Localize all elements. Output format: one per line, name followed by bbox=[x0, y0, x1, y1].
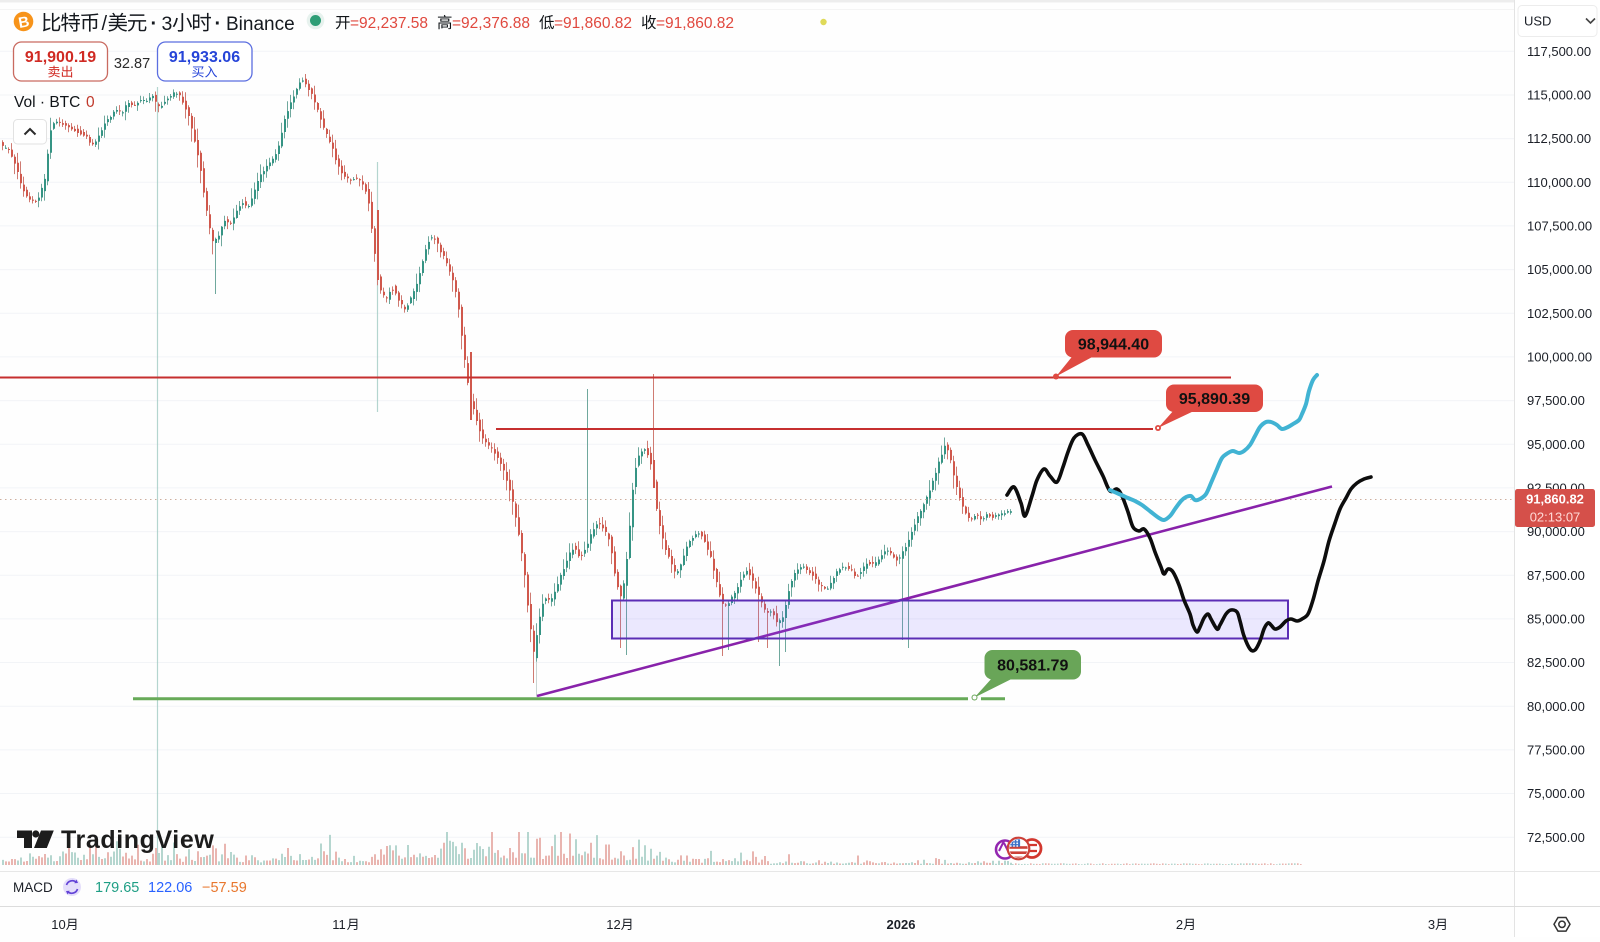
svg-text:80,581.79: 80,581.79 bbox=[997, 657, 1068, 674]
svg-text:12: 12 bbox=[606, 917, 620, 932]
svg-text:110,000.00: 110,000.00 bbox=[1527, 175, 1591, 190]
svg-text:11: 11 bbox=[332, 917, 346, 932]
svg-text:Binance: Binance bbox=[226, 14, 295, 35]
svg-text:USD: USD bbox=[1524, 14, 1551, 29]
svg-text:91,900.19: 91,900.19 bbox=[25, 49, 96, 66]
svg-text:85,000.00: 85,000.00 bbox=[1527, 612, 1585, 627]
svg-text:91,933.06: 91,933.06 bbox=[169, 49, 240, 66]
svg-text:/: / bbox=[102, 13, 108, 35]
svg-text:102,500.00: 102,500.00 bbox=[1527, 306, 1592, 321]
svg-text:75,000.00: 75,000.00 bbox=[1527, 786, 1585, 801]
svg-text:117,500.00: 117,500.00 bbox=[1527, 44, 1591, 59]
svg-text:91,860.82: 91,860.82 bbox=[1526, 492, 1584, 507]
svg-text:179.65: 179.65 bbox=[95, 880, 139, 896]
svg-text:82,500.00: 82,500.00 bbox=[1527, 655, 1585, 670]
svg-text:112,500.00: 112,500.00 bbox=[1527, 131, 1591, 146]
svg-text:98,944.40: 98,944.40 bbox=[1078, 336, 1149, 353]
svg-text:2026: 2026 bbox=[887, 917, 916, 932]
svg-text:·: · bbox=[215, 13, 222, 35]
svg-text:97,500.00: 97,500.00 bbox=[1527, 393, 1585, 408]
svg-text:122.06: 122.06 bbox=[148, 880, 192, 896]
svg-text:TradingView: TradingView bbox=[61, 826, 214, 854]
svg-text:0: 0 bbox=[86, 94, 95, 111]
svg-text:80,000.00: 80,000.00 bbox=[1527, 699, 1585, 714]
svg-text:115,000.00: 115,000.00 bbox=[1527, 88, 1591, 103]
svg-text:107,500.00: 107,500.00 bbox=[1527, 219, 1592, 234]
svg-text:=91,860.82: =91,860.82 bbox=[554, 15, 632, 32]
svg-text:−57.59: −57.59 bbox=[202, 880, 247, 896]
svg-text:MACD: MACD bbox=[13, 880, 53, 895]
svg-text:02:13:07: 02:13:07 bbox=[1530, 510, 1581, 525]
svg-text:Vol · BTC: Vol · BTC bbox=[14, 94, 80, 111]
svg-text:=92,237.58: =92,237.58 bbox=[350, 15, 428, 32]
svg-text:100,000.00: 100,000.00 bbox=[1527, 350, 1592, 365]
svg-text:72,500.00: 72,500.00 bbox=[1527, 830, 1585, 845]
svg-text:2: 2 bbox=[1176, 917, 1183, 932]
svg-text:·: · bbox=[151, 13, 158, 35]
svg-text:77,500.00: 77,500.00 bbox=[1527, 743, 1585, 758]
svg-text:95,890.39: 95,890.39 bbox=[1179, 391, 1250, 408]
svg-text:3: 3 bbox=[1428, 917, 1435, 932]
svg-text:10: 10 bbox=[51, 917, 65, 932]
svg-text:87,500.00: 87,500.00 bbox=[1527, 568, 1585, 583]
svg-text:=92,376.88: =92,376.88 bbox=[452, 15, 530, 32]
svg-text:3: 3 bbox=[162, 13, 173, 35]
svg-text:95,000.00: 95,000.00 bbox=[1527, 437, 1585, 452]
svg-text:=91,860.82: =91,860.82 bbox=[656, 15, 734, 32]
svg-text:32.87: 32.87 bbox=[114, 56, 150, 72]
svg-text:105,000.00: 105,000.00 bbox=[1527, 262, 1592, 277]
